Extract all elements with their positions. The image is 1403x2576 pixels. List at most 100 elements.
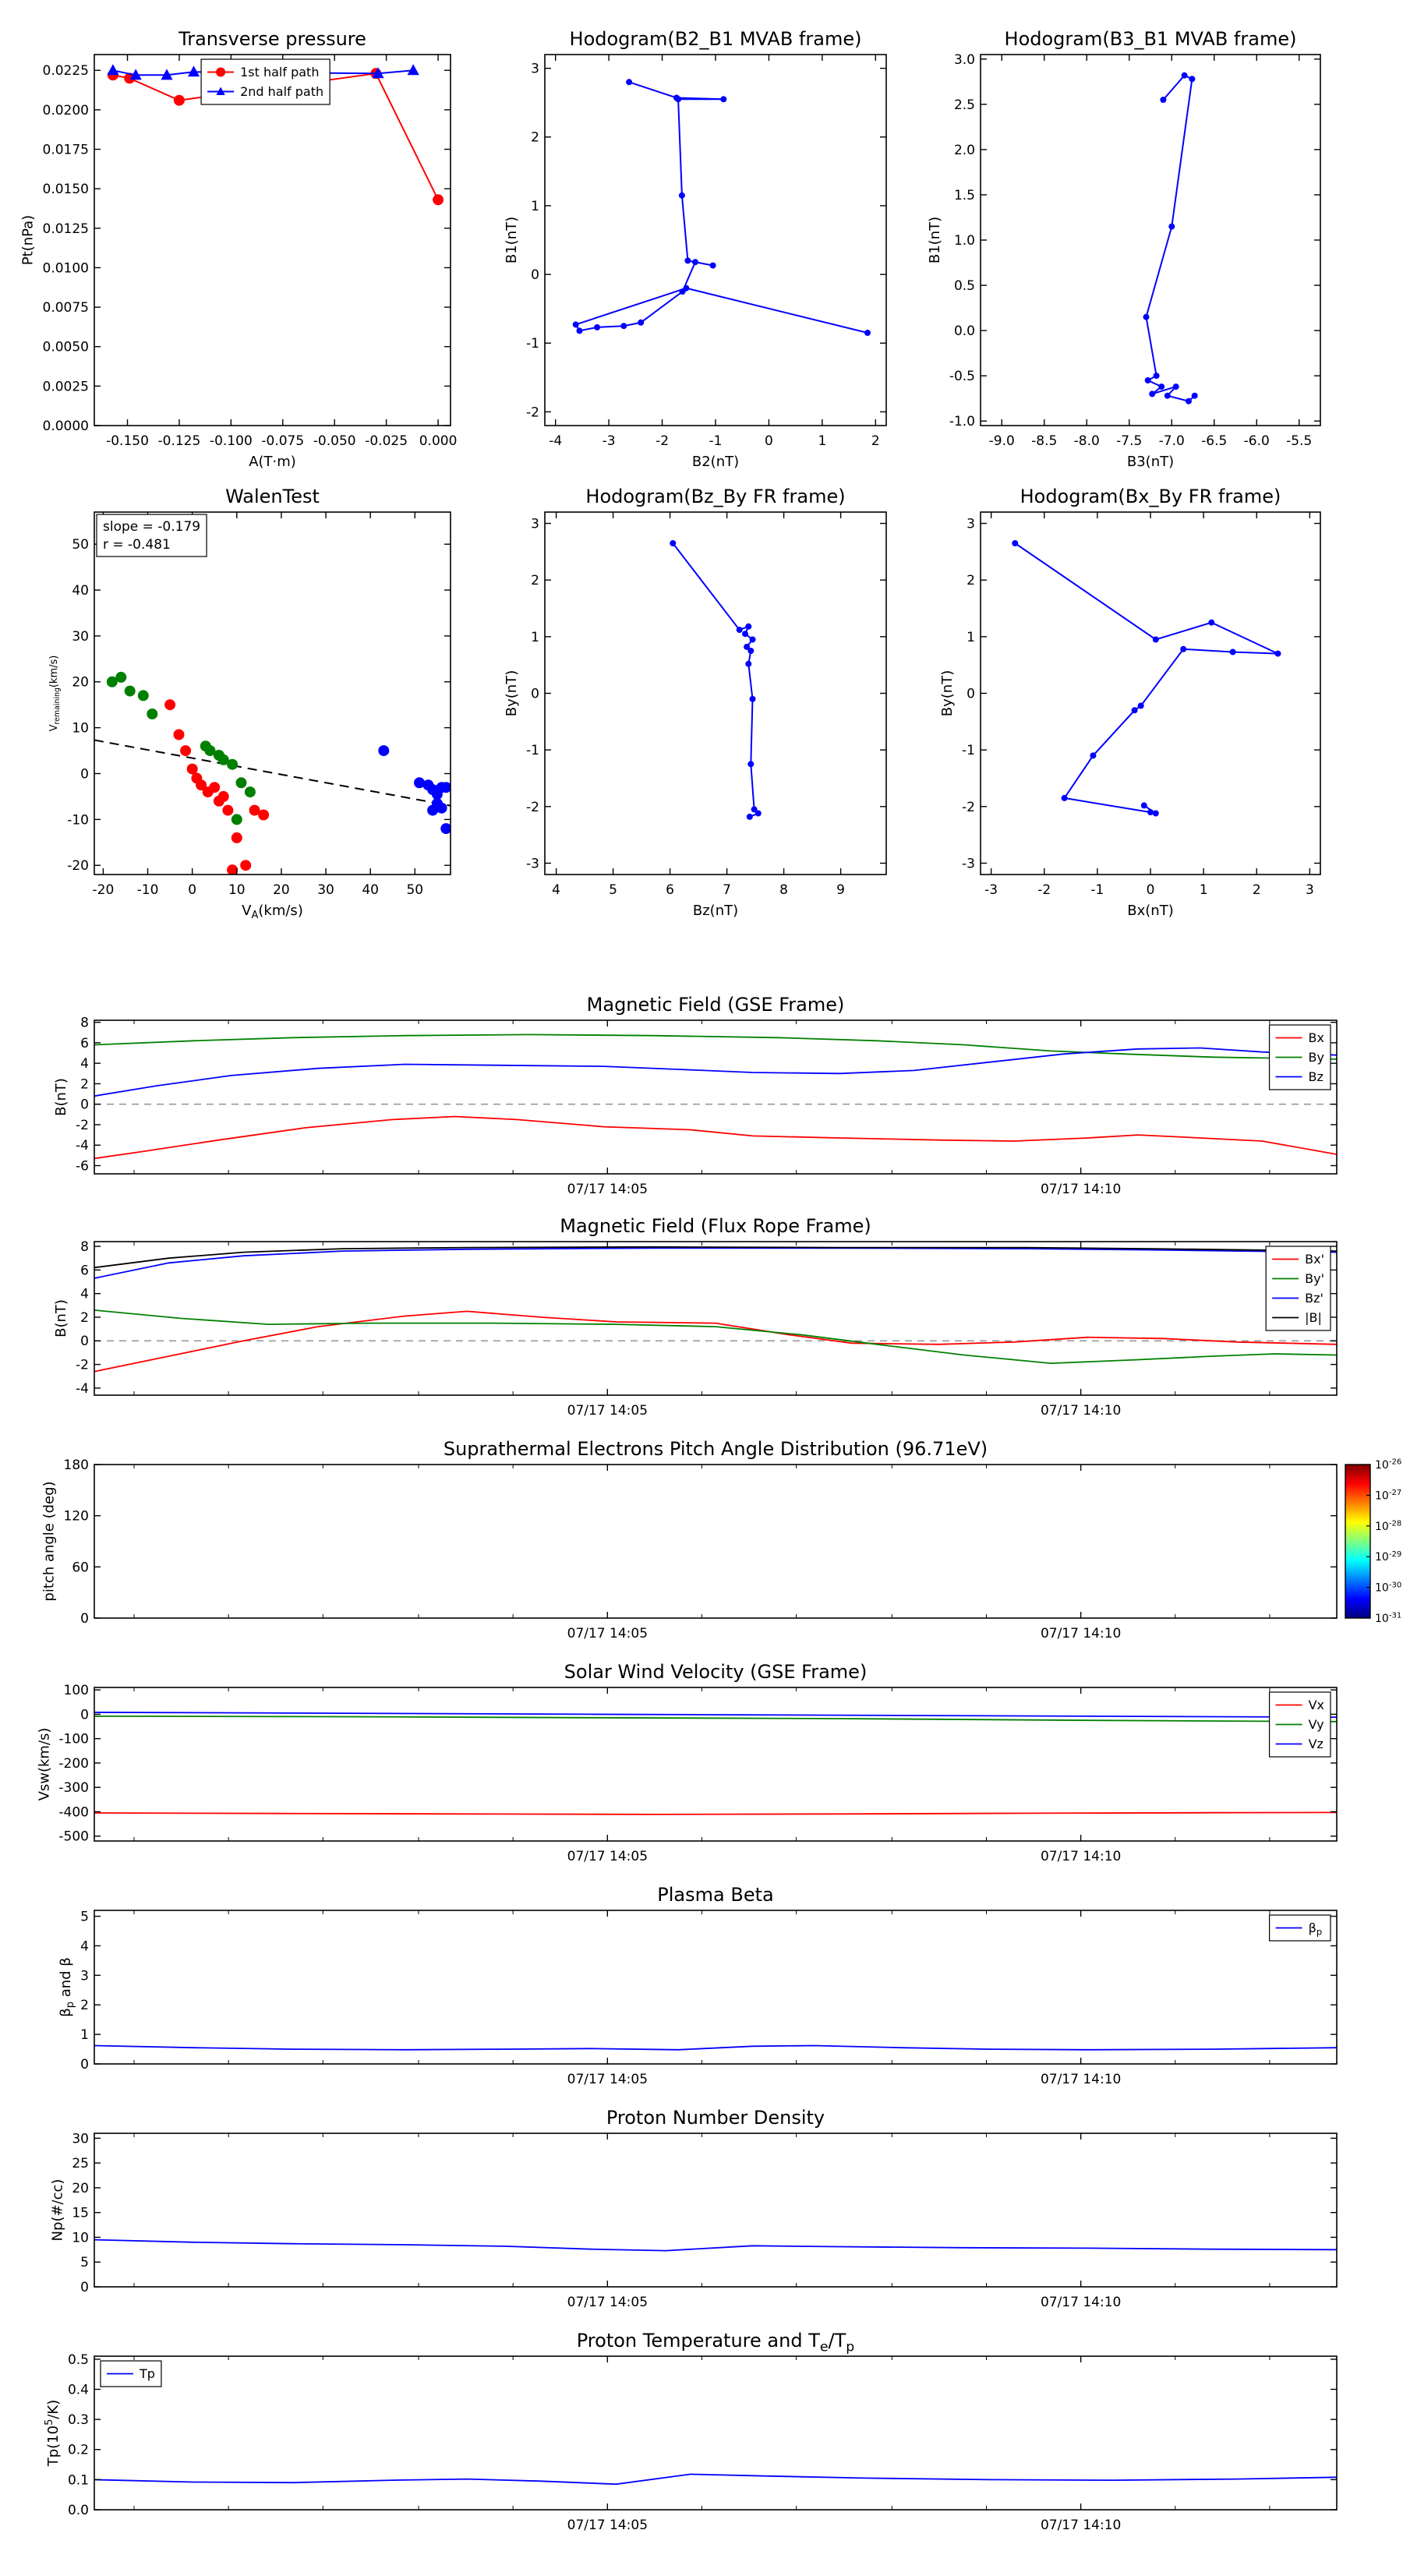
marker-dot bbox=[1147, 809, 1154, 816]
x-tick-label: 07/17 14:05 bbox=[567, 1849, 648, 1864]
marker-dot bbox=[683, 284, 690, 292]
y-tick-label: 1 bbox=[531, 199, 539, 214]
legend-label: By' bbox=[1305, 1271, 1324, 1286]
marker-dot bbox=[1208, 619, 1215, 626]
x-tick-label: 07/17 14:05 bbox=[567, 1626, 648, 1641]
marker-circle bbox=[231, 814, 242, 825]
y-tick-label: 3.0 bbox=[954, 52, 975, 68]
x-tick-label: 9 bbox=[836, 882, 845, 898]
x-tick-label: -0.150 bbox=[106, 433, 149, 449]
panel-hodogram-b2-b1: -4 -3 -2 -1 0 1 2 -2 -1 0 1 2 3 B2(nT) B1(nT) Hodogram(… bbox=[504, 28, 887, 470]
marker-circle bbox=[427, 804, 439, 816]
marker-dot bbox=[1061, 794, 1068, 801]
y-tick-label: 3 bbox=[531, 62, 539, 77]
x-tick-label: 30 bbox=[317, 882, 334, 898]
series-line-βp bbox=[94, 2044, 1337, 2051]
plot-background bbox=[94, 2133, 1337, 2287]
y-tick-label: 0 bbox=[80, 2280, 89, 2295]
marker-dot bbox=[744, 643, 751, 650]
marker-circle bbox=[217, 790, 229, 802]
series-group bbox=[94, 1246, 1337, 1373]
x-tick-label: -6.0 bbox=[1244, 433, 1270, 449]
chart-title: Solar Wind Velocity (GSE Frame) bbox=[564, 1661, 868, 1683]
y-tick-label: -2 bbox=[526, 405, 539, 420]
y-tick-label: 2 bbox=[80, 1998, 89, 2013]
y-tick-label: 2 bbox=[80, 1310, 89, 1326]
legend-label: βp bbox=[1309, 1921, 1323, 1938]
axis-ticks: -4 -3 -2 -1 0 1 2 -2 -1 0 1 2 3 bbox=[526, 55, 886, 449]
marker-triangle bbox=[187, 65, 200, 77]
y-axis-label: By(nT) bbox=[504, 670, 520, 716]
panel-b-gse: 07/17 14:05 07/17 14:10 -6 -4 -2 0 2 4 6 8 B(nT) Ma… bbox=[53, 994, 1338, 1197]
marker-dot bbox=[1164, 392, 1171, 399]
y-tick-label: -20 bbox=[67, 858, 89, 874]
chart-title: Hodogram(Bz_By FR frame) bbox=[585, 486, 845, 507]
annotation-line: slope = -0.179 bbox=[103, 519, 200, 535]
y-tick-label: -0.5 bbox=[949, 369, 975, 384]
series-group bbox=[670, 540, 762, 820]
x-tick-label: -1 bbox=[1090, 882, 1104, 898]
axes-frame bbox=[94, 1464, 1338, 1619]
marker-dot bbox=[638, 319, 645, 326]
chart-title: Hodogram(B3_B1 MVAB frame) bbox=[1005, 28, 1297, 50]
legend: Bx' By' Bz' |B| bbox=[1265, 1246, 1331, 1331]
x-tick-label: 3 bbox=[1306, 882, 1314, 898]
marker-dot bbox=[755, 810, 762, 817]
marker-circle bbox=[124, 685, 136, 697]
y-axis-label: pitch angle (deg) bbox=[41, 1481, 58, 1601]
series-line-Bx bbox=[94, 1115, 1337, 1160]
y-tick-label: 0 bbox=[80, 2057, 89, 2072]
x-tick-label: 4 bbox=[552, 882, 560, 898]
x-tick-label: -6.5 bbox=[1201, 433, 1227, 449]
chart-title: Hodogram(Bx_By FR frame) bbox=[1020, 486, 1281, 507]
legend: Bx By Bz bbox=[1268, 1024, 1331, 1090]
y-tick-label: -1.0 bbox=[949, 414, 975, 429]
x-tick-label: 07/17 14:05 bbox=[567, 2518, 648, 2533]
x-tick-label: 07/17 14:05 bbox=[567, 2072, 648, 2087]
marker-circle bbox=[414, 777, 425, 789]
legend-label: Bz' bbox=[1305, 1291, 1323, 1306]
legend-label: Vx bbox=[1309, 1698, 1324, 1712]
axis-ticks: 07/17 14:05 07/17 14:10 -500 -400 -300 -200 -1… bbox=[58, 1683, 1337, 1864]
marker-circle bbox=[244, 786, 256, 798]
x-tick-label: -9.0 bbox=[989, 433, 1015, 449]
y-tick-label: -2 bbox=[962, 800, 975, 815]
y-tick-label: 5 bbox=[80, 2255, 89, 2270]
series-line-Tp bbox=[94, 2473, 1337, 2486]
marker-dot bbox=[576, 327, 583, 334]
x-tick-label: 0 bbox=[1147, 882, 1155, 898]
colorbar-tick-label: 10-30 bbox=[1375, 1581, 1401, 1594]
chart-title: Magnetic Field (Flux Rope Frame) bbox=[560, 1215, 871, 1237]
y-tick-label: 20 bbox=[72, 2181, 89, 2196]
legend-box bbox=[1265, 1246, 1331, 1331]
plot-background bbox=[94, 512, 451, 875]
legend-label: |B| bbox=[1305, 1310, 1322, 1325]
x-tick-label: -3 bbox=[984, 882, 998, 898]
marker-dot bbox=[684, 257, 691, 264]
chart-title: Transverse pressure bbox=[178, 28, 366, 50]
y-axis-label: By(nT) bbox=[939, 670, 956, 716]
marker-dot bbox=[1158, 383, 1165, 390]
y-tick-label: 20 bbox=[72, 675, 89, 691]
marker-triangle bbox=[372, 67, 384, 79]
y-tick-label: 50 bbox=[72, 537, 89, 553]
y-tick-label: 0.3 bbox=[68, 2412, 89, 2428]
colorbar-tick-label: 10-27 bbox=[1375, 1489, 1401, 1502]
axis-ticks: 07/17 14:05 07/17 14:10 0.0 0.1 0.2 0.3 0.4 0.5 bbox=[68, 2352, 1337, 2533]
marker-dot bbox=[747, 648, 755, 654]
x-tick-label: 5 bbox=[609, 882, 617, 898]
axes-frame bbox=[94, 1019, 1338, 1175]
marker-circle bbox=[240, 860, 252, 871]
y-tick-label: 0.0175 bbox=[43, 142, 89, 157]
x-tick-label: 1 bbox=[818, 433, 826, 449]
legend-label: Vz bbox=[1309, 1737, 1323, 1751]
y-tick-label: 0 bbox=[80, 1334, 89, 1349]
legend-label: Tp bbox=[139, 2366, 155, 2381]
legend-label: 1st half path bbox=[240, 65, 319, 80]
axis-ticks: -3 -2 -1 0 1 2 3 -3 -2 -1 0 1 2 3 bbox=[962, 512, 1320, 898]
marker-dot bbox=[1186, 398, 1192, 405]
panel-hodogram-bz-by: 4 5 6 7 8 9 -3 -2 -1 0 1 2 3 Bz(nT) By(nT) Hodogram(Bz_… bbox=[504, 486, 887, 919]
panel-solar-wind-velocity: 07/17 14:05 07/17 14:10 -500 -400 -300 -200 -1… bbox=[36, 1661, 1338, 1864]
